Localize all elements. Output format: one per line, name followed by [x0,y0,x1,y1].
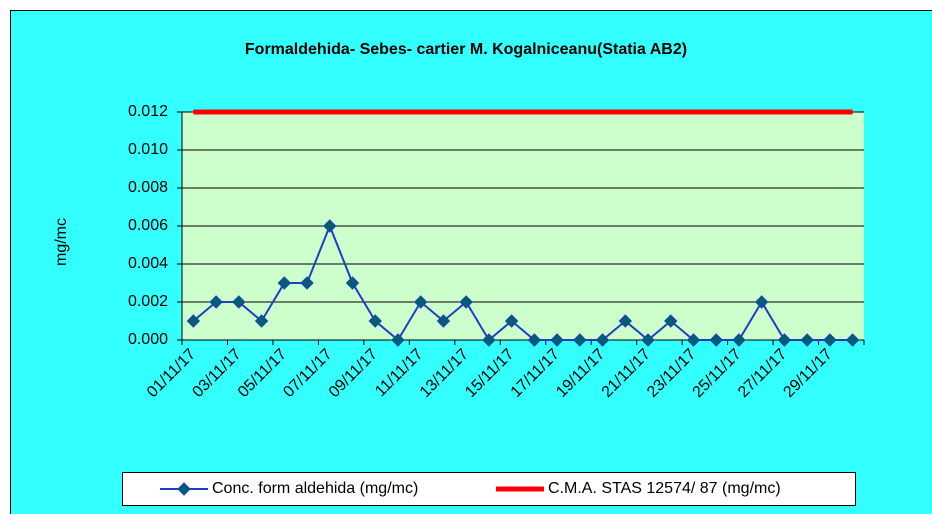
data-point [436,314,451,328]
data-point [823,333,837,347]
data-point [664,314,678,328]
data-point [800,333,814,347]
y-tick-label: 0.006 [128,217,168,234]
data-point [504,314,519,328]
data-point [732,333,746,347]
data-point [459,295,473,309]
legend [122,472,856,506]
data-point [413,295,428,309]
data-point [618,314,633,328]
data-point [209,295,223,309]
data-point [754,295,769,309]
legend-label: C.M.A. STAS 12574/ 87 (mg/mc) [548,480,781,497]
data-point [345,276,360,290]
data-point [254,314,269,328]
data-point [391,333,405,347]
y-tick-label: 0.008 [128,179,168,196]
data-point [595,333,610,347]
chart-title: Formaldehida- Sebes- cartier M. Kogalnic… [245,41,687,58]
data-point [300,276,314,290]
data-point [845,333,860,347]
y-tick-label: 0.000 [128,331,168,348]
data-point [777,333,792,347]
y-tick-label: 0.002 [128,293,168,310]
data-point [277,276,292,290]
legend-label: Conc. form aldehida (mg/mc) [212,480,418,497]
data-point [482,333,496,347]
data-point [527,333,542,347]
data-point [550,333,564,347]
y-tick-label: 0.004 [128,255,168,272]
y-axis-label: mg/mc [53,218,70,266]
data-point [641,333,655,347]
y-tick-label: 0.012 [128,103,168,120]
y-tick-label: 0.010 [128,141,168,158]
data-point [232,295,246,309]
data-point [186,314,201,328]
data-point [573,333,587,347]
data-point [323,219,337,233]
data-point [709,333,723,347]
data-point [368,314,382,328]
data-point [686,333,701,347]
legend-marker [177,482,191,496]
